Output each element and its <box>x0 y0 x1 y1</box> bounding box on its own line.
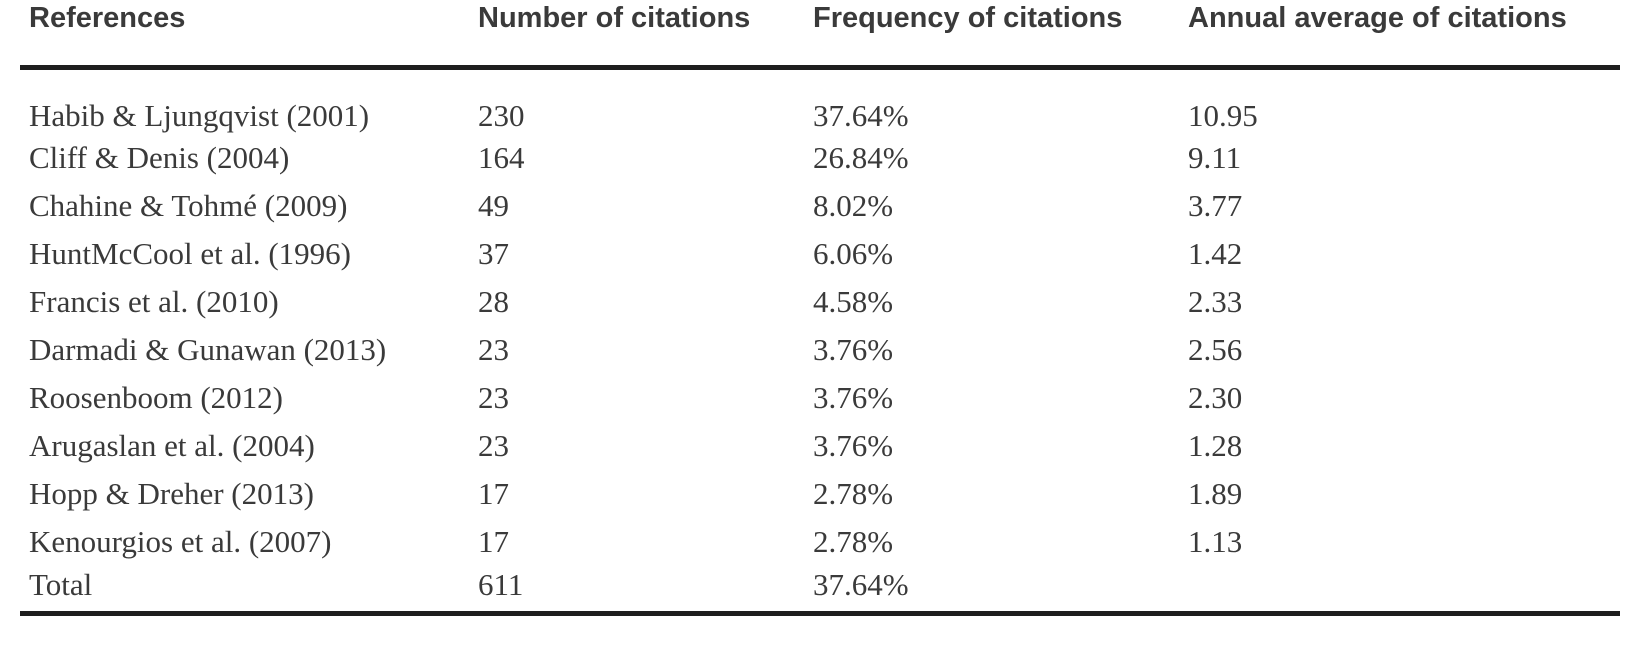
table-row: Chahine & Tohmé (2009) 49 8.02% 3.77 <box>20 182 1620 230</box>
column-header-number-of-citations: Number of citations <box>478 0 813 70</box>
column-header-annual-average-of-citations: Annual average of citations <box>1188 0 1620 70</box>
cell-annual_avg: 2.56 <box>1188 331 1243 367</box>
cell-frequency: 8.02% <box>813 187 894 223</box>
cell-citations: 164 <box>478 139 525 175</box>
table-row: HuntMcCool et al. (1996) 37 6.06% 1.42 <box>20 230 1620 278</box>
cell-citations: 23 <box>478 379 509 415</box>
table-row: Kenourgios et al. (2007) 17 2.78% 1.13 <box>20 518 1620 566</box>
table-row: Darmadi & Gunawan (2013) 23 3.76% 2.56 <box>20 326 1620 374</box>
table-row: Hopp & Dreher (2013) 17 2.78% 1.89 <box>20 470 1620 518</box>
cell-frequency: 37.64% <box>813 567 909 603</box>
cell-frequency: 2.78% <box>813 523 894 559</box>
cell-annual_avg: 2.33 <box>1188 283 1243 319</box>
cell-reference: Habib & Ljungqvist (2001) <box>29 97 370 133</box>
cell-reference: Hopp & Dreher (2013) <box>29 475 314 511</box>
cell-citations: 28 <box>478 283 509 319</box>
cell-annual_avg: 3.77 <box>1188 187 1243 223</box>
citations-table: References Number of citations Frequency… <box>20 0 1620 616</box>
cell-frequency: 37.64% <box>813 97 909 133</box>
table-row: Roosenboom (2012) 23 3.76% 2.30 <box>20 374 1620 422</box>
cell-frequency: 3.76% <box>813 379 894 415</box>
cell-citations: 611 <box>478 567 524 603</box>
cell-citations: 37 <box>478 235 509 271</box>
cell-frequency: 6.06% <box>813 235 894 271</box>
cell-citations: 17 <box>478 475 509 511</box>
cell-annual_avg: 1.28 <box>1188 427 1243 463</box>
cell-annual_avg: 1.42 <box>1188 235 1243 271</box>
table-header-row: References Number of citations Frequency… <box>20 0 1620 70</box>
table-row: Total 611 37.64% <box>20 566 1620 614</box>
cell-reference: Cliff & Denis (2004) <box>29 139 290 175</box>
cell-reference: Chahine & Tohmé (2009) <box>29 187 348 223</box>
cell-annual_avg <box>1188 566 1620 614</box>
cell-annual_avg: 1.89 <box>1188 475 1243 511</box>
table-row: Francis et al. (2010) 28 4.58% 2.33 <box>20 278 1620 326</box>
cell-frequency: 4.58% <box>813 283 894 319</box>
cell-citations: 23 <box>478 331 509 367</box>
cell-citations: 17 <box>478 523 509 559</box>
cell-annual_avg: 9.11 <box>1188 139 1242 175</box>
cell-citations: 49 <box>478 187 509 223</box>
cell-reference: Francis et al. (2010) <box>29 283 279 319</box>
cell-frequency: 2.78% <box>813 475 894 511</box>
cell-frequency: 26.84% <box>813 139 909 175</box>
cell-citations: 23 <box>478 427 509 463</box>
cell-frequency: 3.76% <box>813 331 894 367</box>
cell-citations: 230 <box>478 97 525 133</box>
cell-reference: HuntMcCool et al. (1996) <box>29 235 352 271</box>
cell-annual_avg: 1.13 <box>1188 523 1243 559</box>
cell-reference: Total <box>29 567 93 603</box>
cell-annual_avg: 10.95 <box>1188 97 1258 133</box>
column-header-references: References <box>20 0 478 70</box>
cell-reference: Arugaslan et al. (2004) <box>29 427 315 463</box>
cell-reference: Roosenboom (2012) <box>29 379 284 415</box>
table-row: Arugaslan et al. (2004) 23 3.76% 1.28 <box>20 422 1620 470</box>
table-row: Cliff & Denis (2004) 164 26.84% 9.11 <box>20 134 1620 182</box>
cell-reference: Darmadi & Gunawan (2013) <box>29 331 387 367</box>
table-row: Habib & Ljungqvist (2001) 230 37.64% 10.95 <box>20 67 1620 134</box>
cell-annual_avg: 2.30 <box>1188 379 1243 415</box>
column-header-frequency-of-citations: Frequency of citations <box>813 0 1188 70</box>
cell-reference: Kenourgios et al. (2007) <box>29 523 332 559</box>
cell-frequency: 3.76% <box>813 427 894 463</box>
